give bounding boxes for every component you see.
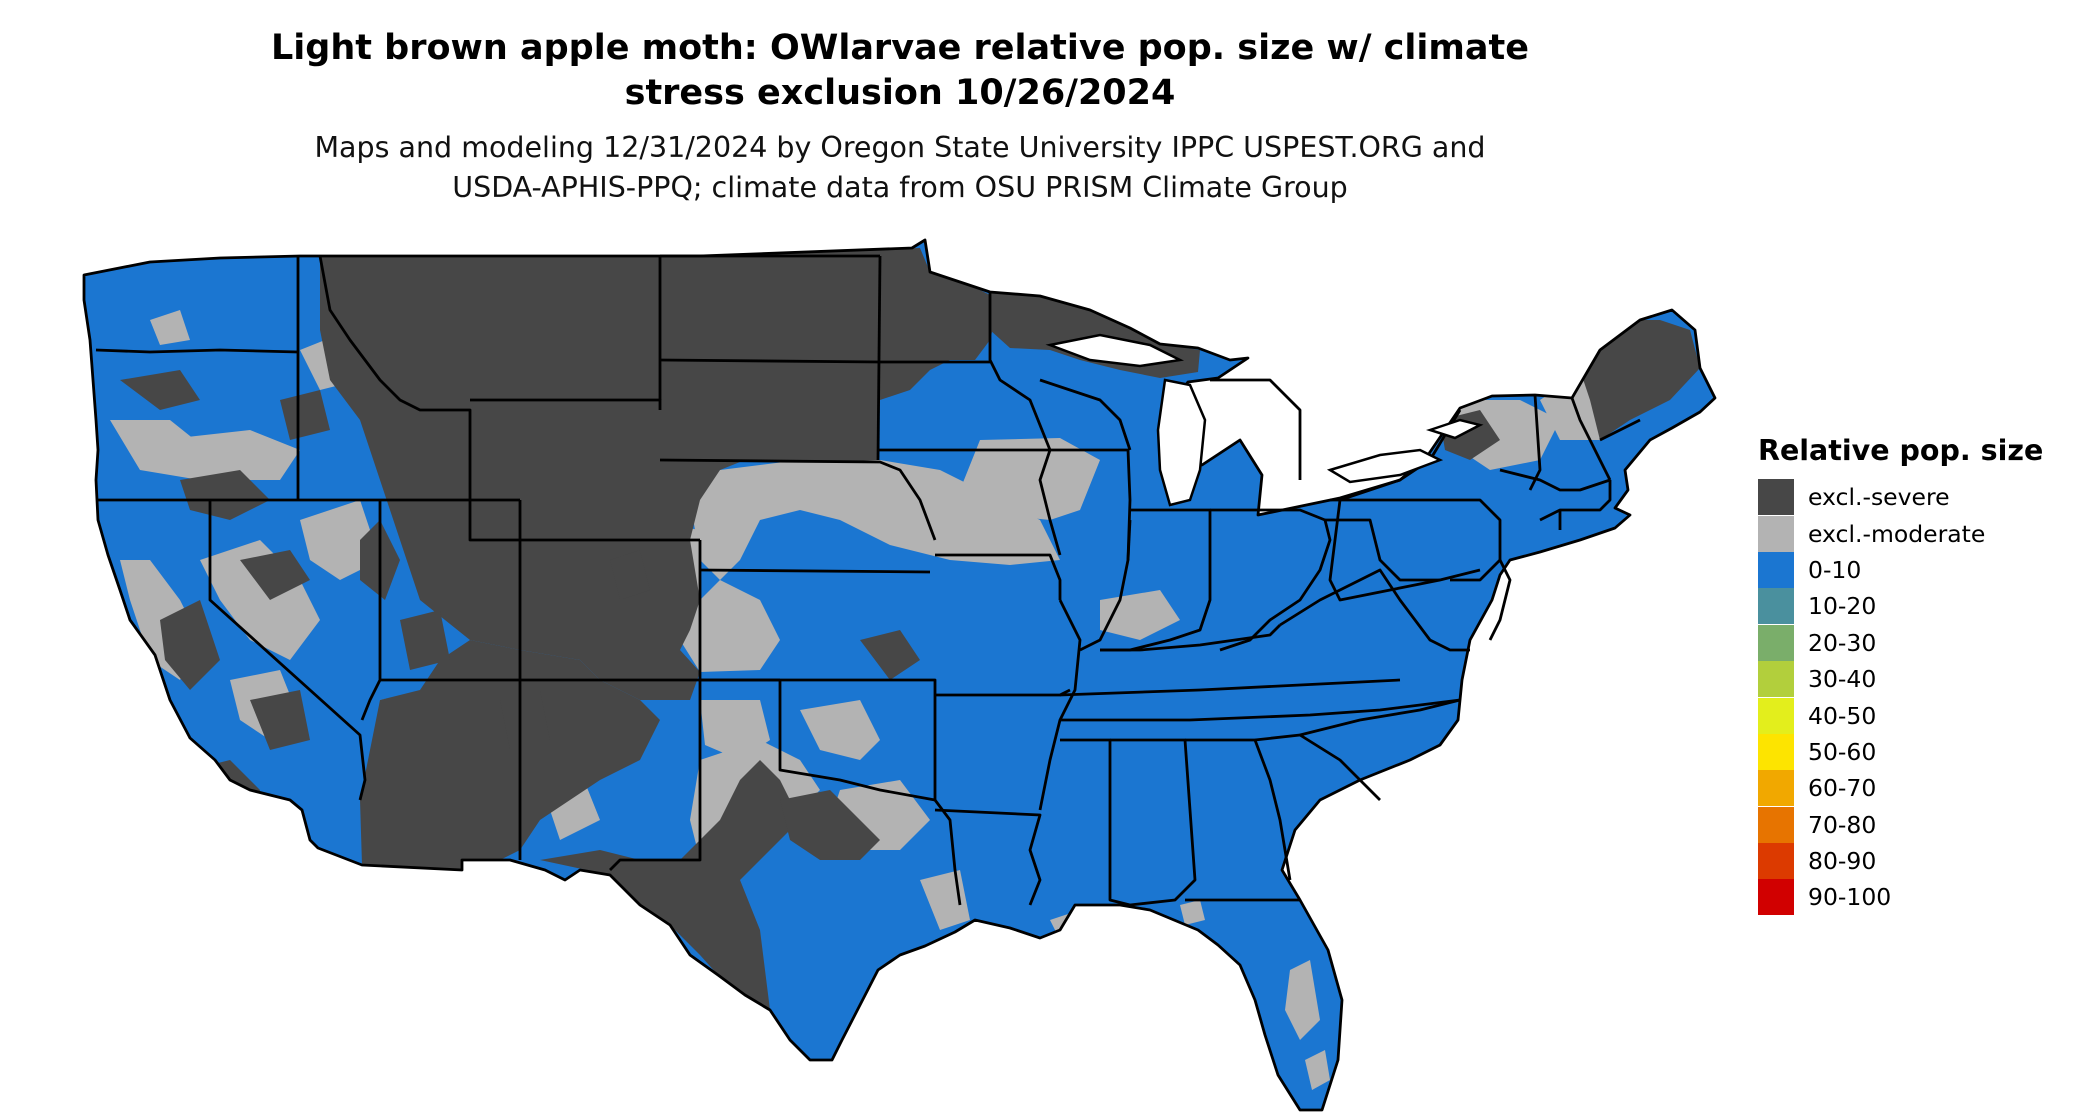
legend-swatch (1758, 624, 1794, 661)
title-line-1: Light brown apple moth: OWlarvae relativ… (270, 28, 1529, 68)
legend-swatch (1758, 843, 1794, 880)
legend-label: excl.-severe (1808, 483, 1950, 512)
legend-item: 60-70 (1758, 770, 2043, 807)
legend-items: excl.-severe excl.-moderate 0-10 10-20 20-30… (1758, 479, 2043, 916)
legend-title: Relative pop. size (1758, 434, 2044, 467)
map-subtitle: Maps and modeling 12/31/2024 by Oregon S… (0, 128, 1800, 208)
legend-item: 0-10 (1758, 551, 2043, 588)
legend-swatch (1758, 806, 1794, 843)
legend-swatch (1758, 551, 1794, 588)
subtitle-line-2: USDA-APHIS-PPQ; climate data from OSU PR… (452, 171, 1348, 204)
map-title: Light brown apple moth: OWlarvae relativ… (0, 26, 1800, 116)
legend-item: 40-50 (1758, 697, 2043, 734)
legend-item: 90-100 (1758, 879, 2043, 916)
legend-label: 20-30 (1808, 628, 1877, 657)
legend-item: 80-90 (1758, 843, 2043, 880)
legend-label: 10-20 (1808, 592, 1877, 621)
legend-label: 70-80 (1808, 810, 1877, 839)
legend-swatch (1758, 879, 1794, 916)
subtitle-line-1: Maps and modeling 12/31/2024 by Oregon S… (314, 131, 1486, 164)
legend-item: 70-80 (1758, 806, 2043, 843)
legend-swatch (1758, 733, 1794, 770)
legend-item: excl.-moderate (1758, 515, 2043, 552)
legend-label: 40-50 (1808, 701, 1877, 730)
us-map (82, 238, 1717, 1112)
legend-item: 10-20 (1758, 588, 2043, 625)
legend-swatch (1758, 479, 1794, 516)
legend-swatch (1758, 770, 1794, 807)
legend-swatch (1758, 697, 1794, 734)
legend-item: 20-30 (1758, 624, 2043, 661)
state-borders (82, 238, 1717, 1112)
legend-swatch (1758, 515, 1794, 552)
legend-label: excl.-moderate (1808, 519, 1986, 548)
great-lakes (1045, 333, 1484, 507)
legend-label: 0-10 (1808, 555, 1862, 584)
legend: Relative pop. size excl.-severe excl.-mod… (1758, 434, 2043, 916)
legend-item: excl.-severe (1758, 479, 2043, 516)
legend-swatch (1758, 588, 1794, 625)
legend-label: 50-60 (1808, 737, 1877, 766)
legend-item: 30-40 (1758, 661, 2043, 698)
legend-label: 80-90 (1808, 847, 1877, 876)
legend-item: 50-60 (1758, 733, 2043, 770)
legend-label: 30-40 (1808, 665, 1877, 694)
legend-swatch (1758, 661, 1794, 698)
title-line-2: stress exclusion 10/26/2024 (624, 73, 1176, 113)
legend-label: 90-100 (1808, 883, 1892, 912)
legend-label: 60-70 (1808, 774, 1877, 803)
